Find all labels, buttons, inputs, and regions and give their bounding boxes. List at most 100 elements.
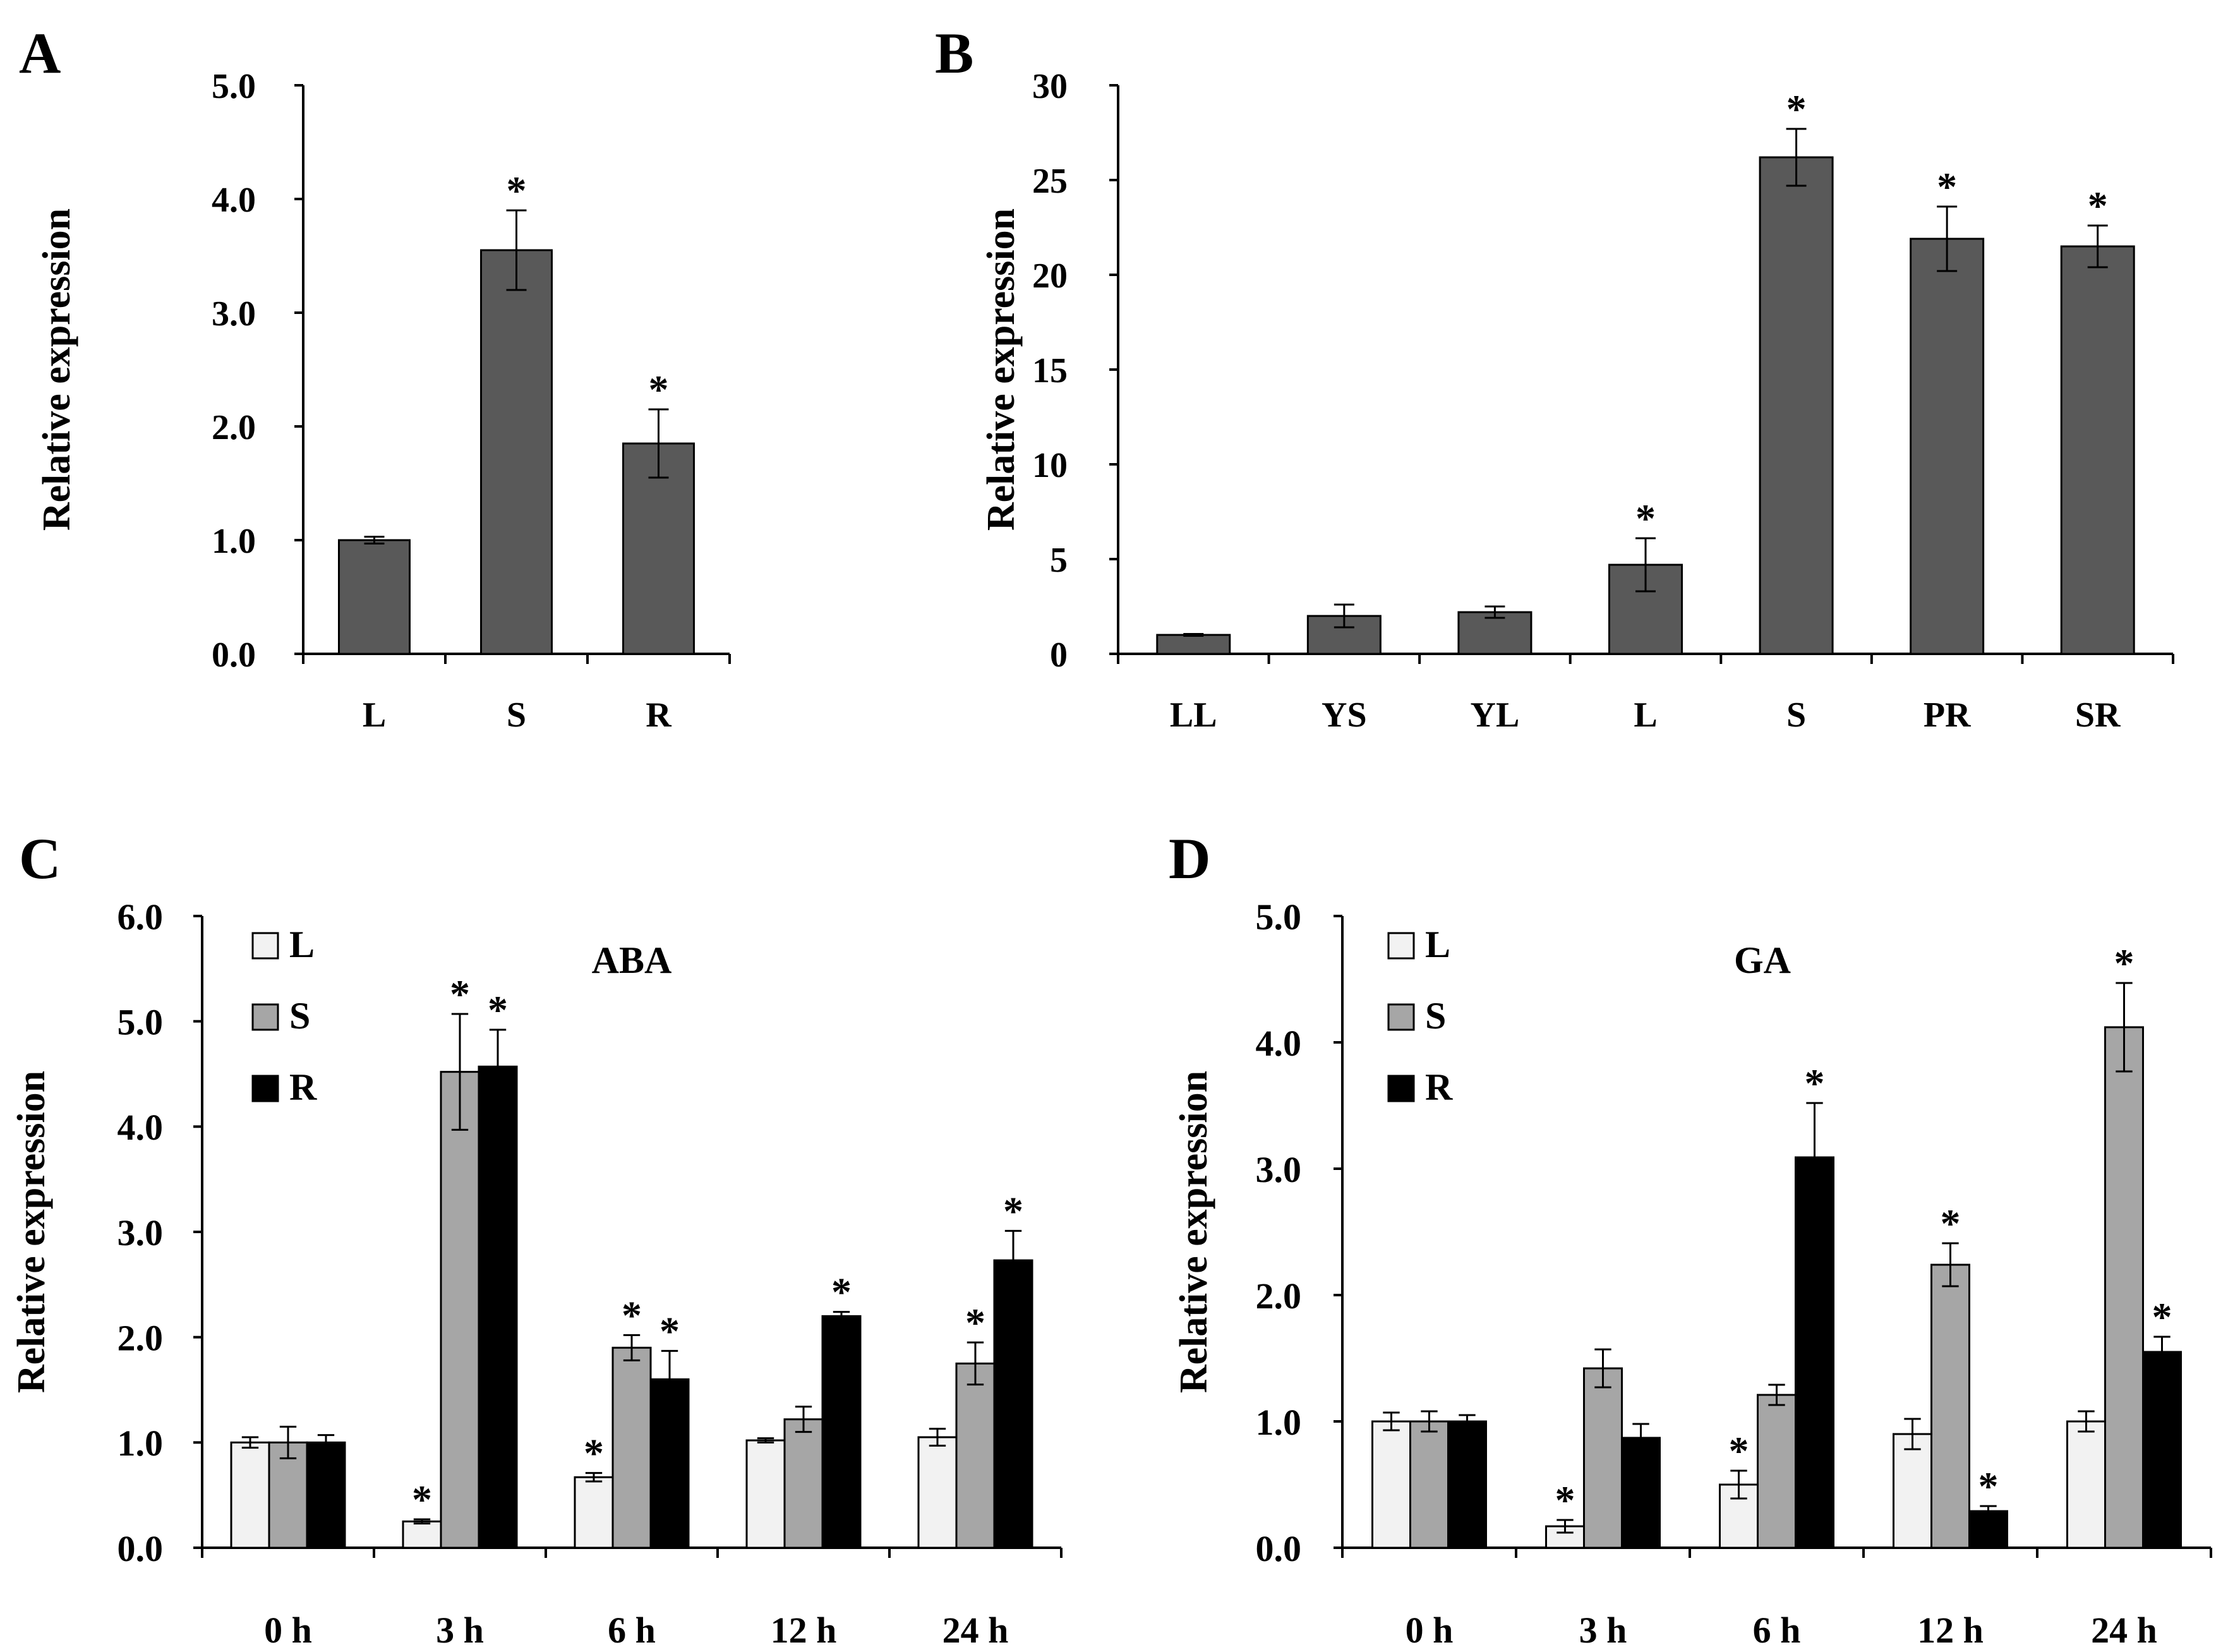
bar — [1893, 1433, 1932, 1549]
legend-label: S — [1425, 995, 1446, 1037]
x-tick-label: 12 h — [1917, 1610, 1984, 1651]
y-tick-label: 5 — [1050, 541, 1068, 580]
significance-marker: * — [584, 1431, 604, 1476]
y-tick-label: 1.0 — [117, 1423, 164, 1464]
x-tick-label: LL — [1170, 696, 1217, 735]
bar — [611, 1346, 652, 1549]
y-tick-label: 5.0 — [212, 67, 256, 106]
significance-marker: * — [1805, 1061, 1825, 1106]
x-tick-label: L — [1634, 696, 1657, 735]
y-axis-label: Relative expression — [1172, 1071, 1215, 1393]
panel-label: C — [19, 826, 61, 891]
bar — [1156, 634, 1231, 655]
panel-d: D GA Relative expression 0.0 1.0 2.0 3.0 4.0 5.0… — [1169, 826, 2212, 1651]
bar — [306, 1441, 346, 1549]
significance-marker: * — [831, 1270, 852, 1315]
x-tick-label: 0 h — [264, 1610, 312, 1651]
bar — [1930, 1263, 1970, 1549]
legend-swatch — [251, 932, 279, 960]
bar — [993, 1259, 1033, 1549]
significance-marker: * — [1003, 1188, 1023, 1233]
x-tick-label: S — [1786, 696, 1806, 735]
legend-swatch — [1387, 1003, 1415, 1031]
x-tick-label: 3 h — [1579, 1610, 1627, 1651]
significance-marker: * — [1941, 1201, 1961, 1246]
bar — [402, 1520, 442, 1549]
bar — [440, 1071, 480, 1549]
legend-label: L — [1425, 924, 1450, 965]
y-axis-label: Relative expression — [980, 208, 1023, 531]
significance-marker: * — [1729, 1428, 1749, 1473]
x-tick-label: SR — [2075, 696, 2121, 735]
bar — [745, 1439, 786, 1549]
bar — [917, 1436, 958, 1549]
x-tick-label: YL — [1471, 696, 1520, 735]
y-tick-label: 4.0 — [117, 1107, 164, 1148]
y-tick-label: 0.0 — [117, 1528, 164, 1569]
y-tick-label: 5.0 — [117, 1002, 164, 1043]
significance-marker: * — [507, 168, 527, 213]
bar — [821, 1315, 862, 1549]
x-tick-label: YS — [1322, 696, 1367, 735]
y-tick-label: 1.0 — [1256, 1402, 1302, 1443]
significance-marker: * — [649, 367, 669, 412]
bar — [783, 1418, 824, 1549]
significance-marker: * — [412, 1477, 432, 1522]
y-tick-label: 0 — [1050, 636, 1068, 675]
legend-swatch — [1387, 1075, 1415, 1102]
chart-title: ABA — [592, 939, 672, 981]
panel-b: B Relative expression 0 5 10 15 20 25 30 LL YS YL L S… — [935, 21, 2174, 735]
significance-marker: * — [1635, 496, 1656, 541]
significance-marker: * — [2114, 941, 2135, 986]
x-tick-label: PR — [1924, 696, 1971, 735]
legend-label: S — [289, 995, 310, 1037]
x-tick-label: 24 h — [2091, 1610, 2157, 1651]
y-tick-label: 5.0 — [1256, 896, 1302, 938]
bar — [268, 1441, 308, 1549]
y-tick-label: 2.0 — [117, 1318, 164, 1359]
bar — [1757, 1394, 1797, 1549]
legend-label: R — [289, 1066, 317, 1108]
bar — [2066, 1420, 2106, 1549]
significance-marker: * — [488, 987, 508, 1032]
y-tick-label: 2.0 — [1256, 1275, 1302, 1317]
x-tick-label: L — [363, 696, 386, 735]
legend-swatch — [251, 1003, 279, 1031]
panel-c: C ABA Relative expression 0.0 1.0 2.0 3.0 4.0 5.… — [10, 826, 1063, 1651]
significance-marker: * — [2088, 183, 2108, 228]
y-tick-label: 20 — [1032, 256, 1068, 296]
y-axis-label: Relative expression — [10, 1071, 53, 1393]
x-tick-label: 12 h — [771, 1610, 837, 1651]
x-tick-label: 0 h — [1406, 1610, 1454, 1651]
bar — [1457, 611, 1532, 655]
bar — [480, 249, 553, 655]
bar — [1371, 1420, 1411, 1549]
legend-swatch — [251, 1075, 279, 1102]
significance-marker: * — [2152, 1294, 2172, 1339]
legend-label: R — [1425, 1066, 1453, 1108]
x-tick-label: 3 h — [436, 1610, 484, 1651]
y-tick-label: 0.0 — [212, 636, 256, 675]
y-tick-label: 3.0 — [1256, 1149, 1302, 1190]
significance-marker: * — [622, 1293, 642, 1337]
y-tick-label: 30 — [1032, 67, 1068, 106]
bar — [230, 1441, 270, 1549]
y-tick-label: 4.0 — [212, 181, 256, 220]
y-axis-label: Relative expression — [35, 208, 78, 531]
y-tick-label: 6.0 — [117, 896, 164, 938]
y-tick-label: 25 — [1032, 162, 1068, 201]
legend-swatch — [1387, 932, 1415, 960]
x-tick-label: 6 h — [608, 1610, 656, 1651]
bar — [2060, 245, 2135, 655]
significance-marker: * — [965, 1300, 985, 1345]
bar — [1583, 1367, 1623, 1549]
y-tick-label: 15 — [1032, 351, 1068, 390]
y-tick-label: 0.0 — [1256, 1528, 1302, 1569]
significance-marker: * — [1937, 164, 1957, 209]
significance-marker: * — [1978, 1464, 1999, 1509]
bar — [1447, 1420, 1487, 1549]
bar — [1910, 238, 1985, 655]
y-tick-label: 3.0 — [212, 294, 256, 334]
bar — [2142, 1351, 2182, 1549]
y-tick-label: 2.0 — [212, 408, 256, 447]
